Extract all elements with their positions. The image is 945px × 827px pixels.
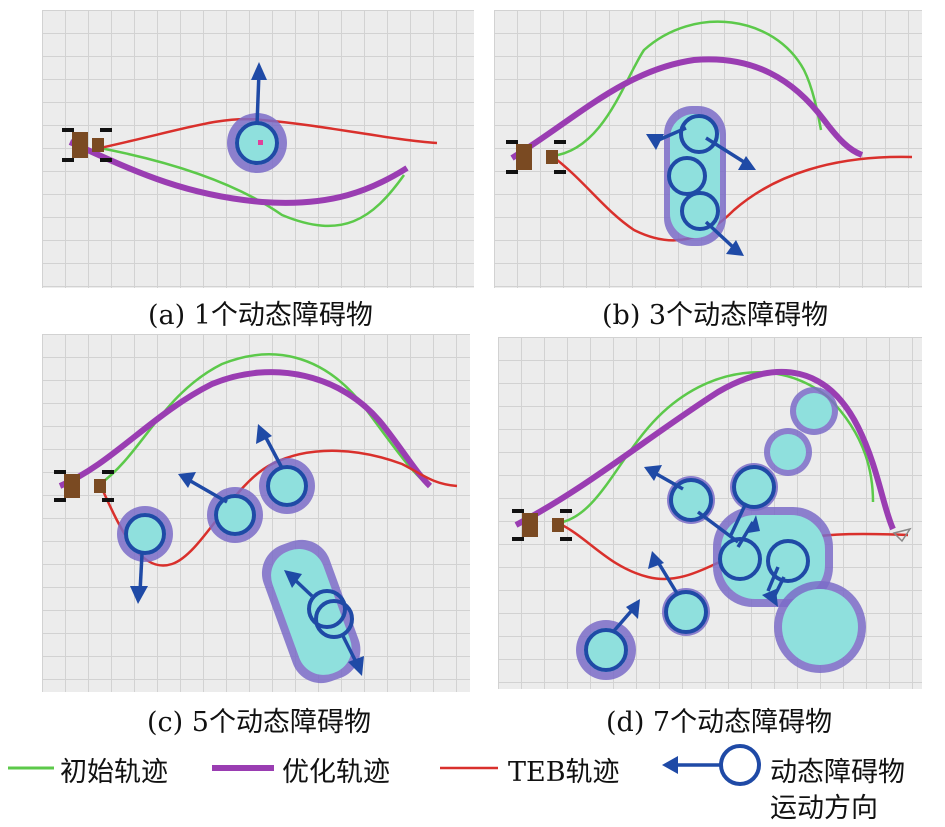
panel-a-drawing (62, 62, 438, 228)
caption-a: (a) 1个动态障碍物 (148, 300, 373, 331)
legend-obstacle-label-1: 动态障碍物 (770, 757, 905, 788)
initial-trajectory (99, 146, 406, 228)
dynamic-obstacle-group (646, 106, 756, 256)
robot (506, 140, 566, 174)
dynamic-obstacles (117, 424, 364, 684)
initial-trajectory (557, 371, 875, 525)
optimized-trajectory (68, 139, 409, 206)
caption-b: (b) 3个动态障碍物 (602, 300, 829, 331)
dynamic-obstacles (576, 387, 866, 680)
legend-teb-line (440, 766, 498, 770)
robot (54, 470, 114, 502)
goal-marker (892, 527, 912, 543)
optimized-trajectory (58, 369, 433, 489)
teb-trajectory (551, 155, 913, 242)
panel-d (498, 337, 922, 689)
caption-d: (d) 7个动态障碍物 (606, 707, 833, 738)
panel-c (42, 334, 470, 692)
initial-trajectory (99, 353, 431, 488)
initial-trajectory (551, 20, 823, 158)
caption-c: (c) 5个动态障碍物 (147, 707, 371, 738)
robot (62, 128, 112, 162)
panel-b (494, 10, 922, 288)
legend-obstacle-label-2: 运动方向 (770, 793, 878, 824)
panel-b-drawing (506, 20, 913, 256)
panel-a (42, 10, 474, 288)
legend-optimized-label: 优化轨迹 (282, 757, 390, 788)
robot (512, 509, 572, 541)
teb-trajectory (557, 521, 909, 581)
optimized-trajectory (510, 56, 864, 161)
dynamic-obstacle (227, 62, 287, 173)
optimized-trajectory (514, 368, 896, 531)
panel-c-drawing (54, 353, 458, 684)
panel-d-drawing (512, 368, 912, 680)
legend-optimized-line (212, 765, 274, 771)
legend-teb-label: TEB轨迹 (508, 757, 620, 788)
legend-obstacle-icon (662, 744, 761, 786)
legend-initial-line (8, 766, 54, 770)
legend-initial-label: 初始轨迹 (60, 757, 168, 788)
